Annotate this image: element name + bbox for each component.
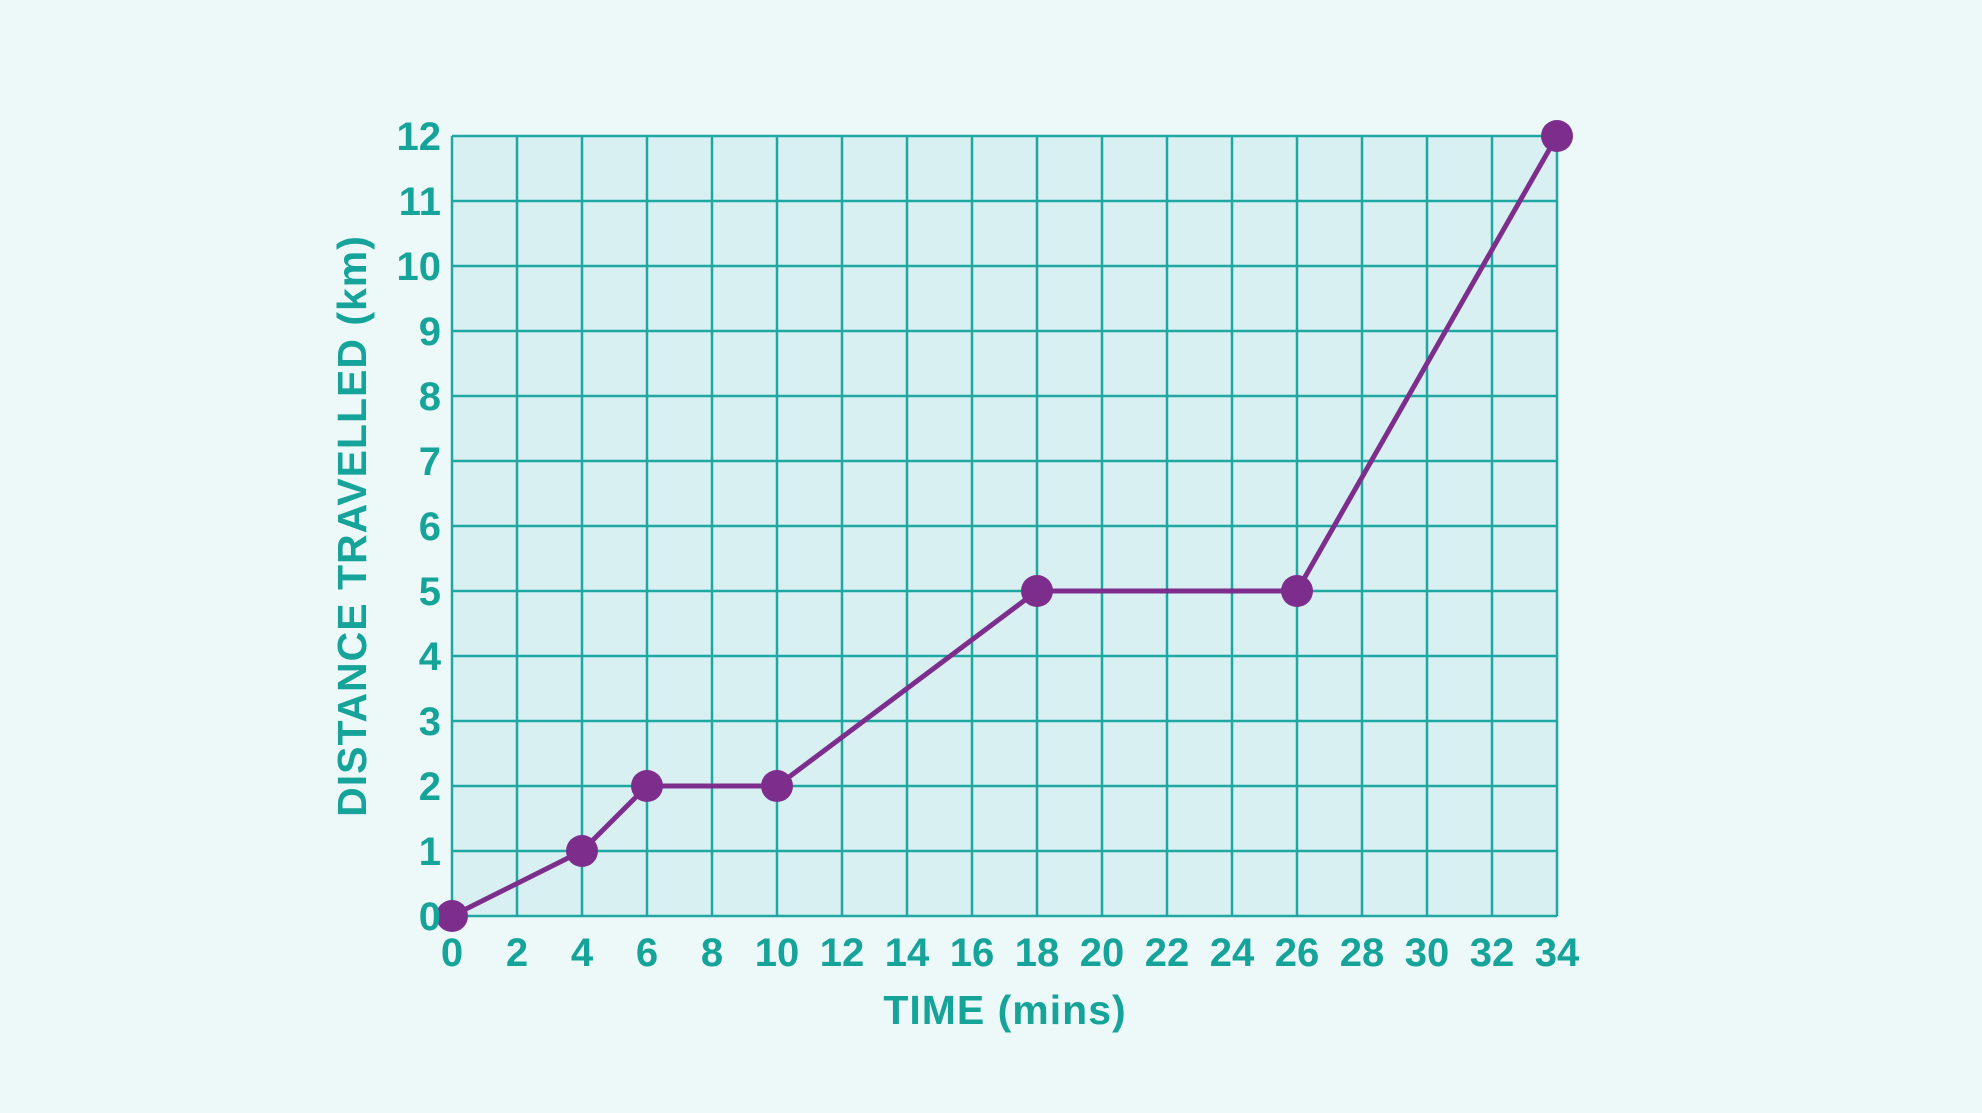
y-tick-label: 0 [419,895,441,939]
tick-labels: 0 2 4 6 8 10 12 14 16 18 20 22 24 26 28 30 32 34012345678… [397,115,1580,975]
data-point [566,835,598,867]
x-tick-label: 8 [701,931,723,975]
data-point [761,770,793,802]
data-series [436,120,1573,932]
x-tick-label: 0 [441,931,463,975]
x-tick-label: 18 [1015,931,1060,975]
y-tick-label: 2 [419,765,441,809]
x-tick-label: 30 [1405,931,1450,975]
y-axis-title: DISTANCE TRAVELLED (km) [329,235,375,817]
y-tick-label: 12 [397,115,442,159]
y-tick-label: 11 [399,180,441,224]
x-tick-label: 16 [950,931,995,975]
data-point [1021,575,1053,607]
x-tick-label: 6 [636,931,658,975]
x-tick-label: 10 [755,931,800,975]
x-tick-label: 4 [571,931,594,975]
y-tick-label: 9 [419,310,441,354]
y-tick-label: 4 [419,635,442,679]
y-tick-label: 8 [419,375,441,419]
data-point [1281,575,1313,607]
x-tick-label: 34 [1535,931,1580,975]
x-tick-label: 20 [1080,931,1125,975]
x-tick-label: 14 [885,931,930,975]
x-tick-label: 12 [820,931,865,975]
x-axis-title: TIME (mins) [883,987,1126,1033]
y-tick-label: 6 [419,505,441,549]
x-tick-label: 22 [1145,931,1190,975]
y-tick-label: 1 [419,830,441,874]
data-point [1541,120,1573,152]
x-tick-label: 26 [1275,931,1320,975]
x-tick-label: 28 [1340,931,1385,975]
data-point [436,900,468,932]
y-tick-label: 3 [419,700,441,744]
x-tick-label: 32 [1470,931,1515,975]
y-tick-label: 10 [397,245,442,289]
x-tick-label: 24 [1210,931,1255,975]
y-tick-label: 7 [419,440,441,484]
x-tick-label: 2 [506,931,528,975]
data-point [631,770,663,802]
y-tick-label: 5 [419,570,441,614]
